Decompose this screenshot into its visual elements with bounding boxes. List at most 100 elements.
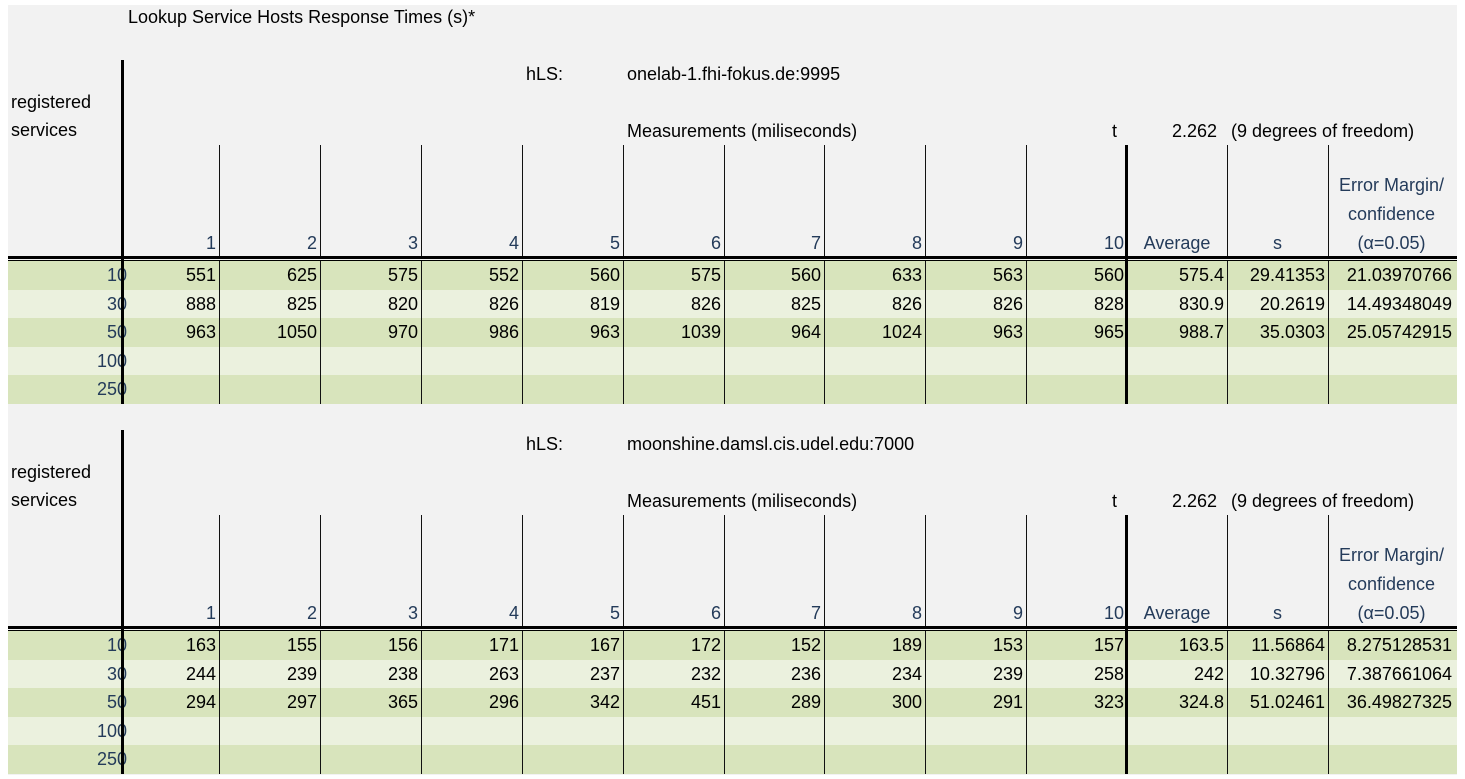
- cell-divider: [1026, 631, 1027, 660]
- measurement-cell: 294: [185, 692, 216, 712]
- average-separator: [1125, 318, 1128, 347]
- cell-divider: [623, 346, 624, 376]
- measurement-cell: 451: [690, 692, 721, 712]
- cell-divider: [219, 631, 220, 660]
- measurement-cell: [122, 717, 219, 746]
- column-header-1: 1: [205, 233, 216, 253]
- measurement-cell: 300: [891, 692, 922, 712]
- row-label-separator: [121, 659, 124, 689]
- cell-divider: [824, 716, 825, 746]
- measurement-cell: [724, 745, 824, 774]
- error-margin-cell: [1328, 717, 1455, 746]
- measurement-cell: [219, 375, 320, 404]
- cell-divider: [219, 659, 220, 689]
- cell-divider: [421, 688, 422, 717]
- measurement-cell: [421, 717, 522, 746]
- cell-divider: [1227, 261, 1228, 290]
- measurement-cell: [122, 347, 219, 376]
- measurement-cell: [122, 375, 219, 404]
- measurement-cell: 232: [690, 663, 721, 684]
- measurement-cell: 156: [387, 635, 418, 655]
- measurement-cell: [623, 347, 724, 376]
- cell-divider: [320, 346, 321, 376]
- average-cell: 988.7: [1178, 322, 1224, 342]
- cell-divider: [1026, 716, 1027, 746]
- cell-divider: [1328, 318, 1329, 347]
- measurement-cell: 323: [1093, 692, 1124, 712]
- cell-divider: [824, 659, 825, 689]
- cell-divider: [1026, 688, 1027, 717]
- measurement-cell: [925, 347, 1026, 376]
- cell-divider: [1328, 688, 1329, 717]
- measurement-cell: [824, 375, 925, 404]
- row-label: 30: [106, 663, 127, 684]
- error-margin-cell: 7.387661064: [1346, 663, 1452, 684]
- measurement-cell: 888: [185, 293, 216, 314]
- measurement-cell: [824, 717, 925, 746]
- cell-divider: [219, 289, 220, 319]
- measurement-cell: 155: [286, 635, 317, 655]
- measurement-cell: 239: [286, 663, 317, 684]
- measurement-cell: [925, 745, 1026, 774]
- measurement-cell: 560: [1093, 265, 1124, 285]
- measurement-cell: 575: [387, 265, 418, 285]
- measurement-cell: 963: [185, 322, 216, 342]
- measurement-cell: 297: [286, 692, 317, 712]
- hls-host: onelab-1.fhi-fokus.de:9995: [627, 64, 841, 84]
- cell-divider: [320, 659, 321, 689]
- cell-divider: [421, 318, 422, 347]
- cell-divider: [1227, 375, 1228, 404]
- cell-divider: [1026, 745, 1027, 774]
- table-row: 10 163 155 156 171 167 172 152 189 153 157 163.5 11.…: [8, 631, 1457, 660]
- error-margin-cell: 25.05742915: [1346, 322, 1452, 342]
- average-cell: [1127, 347, 1227, 376]
- measurement-cell: 563: [992, 265, 1023, 285]
- measurement-cell: 828: [1093, 293, 1124, 314]
- measurement-cell: 826: [891, 293, 922, 314]
- cell-divider: [824, 688, 825, 717]
- cell-divider: [1328, 716, 1329, 746]
- cell-divider: [824, 318, 825, 347]
- cell-divider: [1227, 716, 1228, 746]
- measurements-label: Measurements (miliseconds): [627, 491, 858, 511]
- measurement-cell: [522, 717, 623, 746]
- column-divider: [219, 515, 220, 627]
- measurement-cell: 970: [387, 322, 418, 342]
- cell-divider: [1328, 346, 1329, 376]
- cell-divider: [1328, 261, 1329, 290]
- average-separator: [1125, 261, 1128, 290]
- measurement-cell: [320, 717, 421, 746]
- s-cell: [1227, 347, 1328, 376]
- average-separator: [1125, 289, 1128, 319]
- error-margin-cell: 36.49827325: [1346, 692, 1452, 712]
- column-divider: [824, 145, 825, 257]
- measurement-cell: 965: [1093, 322, 1124, 342]
- cell-divider: [1328, 745, 1329, 774]
- measurement-cell: 153: [992, 635, 1023, 655]
- s-cell: 10.32796: [1249, 663, 1325, 684]
- measurement-cell: [724, 347, 824, 376]
- error-margin-cell: [1328, 375, 1455, 404]
- cell-divider: [320, 318, 321, 347]
- cell-divider: [1227, 346, 1228, 376]
- cell-divider: [421, 659, 422, 689]
- cell-divider: [219, 318, 220, 347]
- column-header-7: 7: [810, 603, 821, 623]
- measurement-cell: 1039: [680, 322, 721, 342]
- column-divider: [1026, 145, 1027, 257]
- average-separator: [1125, 716, 1128, 746]
- column-divider: [421, 515, 422, 627]
- row-label-separator: [121, 745, 124, 774]
- measurement-cell: [824, 347, 925, 376]
- cell-divider: [724, 261, 725, 290]
- cell-divider: [925, 688, 926, 717]
- cell-divider: [320, 716, 321, 746]
- cell-divider: [724, 318, 725, 347]
- measurement-cell: [421, 347, 522, 376]
- column-header-2: 2: [306, 233, 317, 253]
- row-label: 30: [106, 293, 127, 314]
- measurement-cell: 263: [488, 663, 519, 684]
- cell-divider: [824, 375, 825, 404]
- sheet-title: Lookup Service Hosts Response Times (s)*: [128, 7, 476, 27]
- cell-divider: [1026, 659, 1027, 689]
